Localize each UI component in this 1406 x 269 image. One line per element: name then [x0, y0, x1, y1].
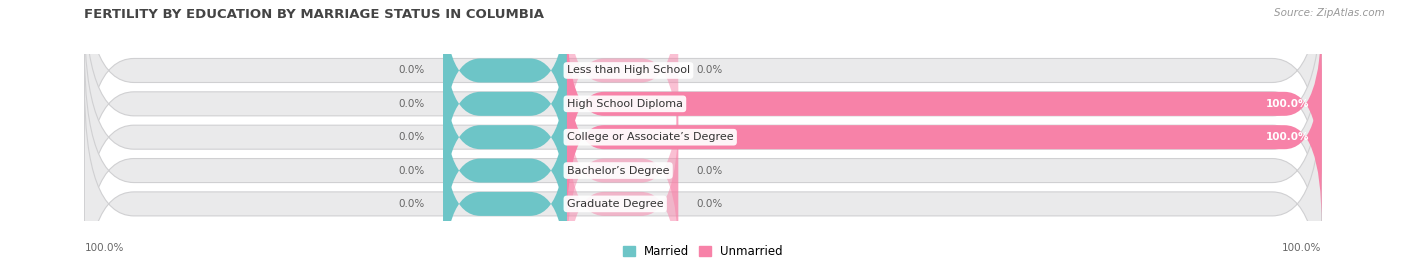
- FancyBboxPatch shape: [84, 83, 1322, 269]
- Text: 0.0%: 0.0%: [398, 199, 425, 209]
- FancyBboxPatch shape: [443, 16, 567, 192]
- FancyBboxPatch shape: [567, 49, 1322, 225]
- Text: College or Associate’s Degree: College or Associate’s Degree: [567, 132, 734, 142]
- Text: 100.0%: 100.0%: [1265, 132, 1309, 142]
- FancyBboxPatch shape: [443, 49, 567, 225]
- FancyBboxPatch shape: [567, 0, 678, 158]
- Legend: Married, Unmarried: Married, Unmarried: [619, 241, 787, 263]
- Text: 100.0%: 100.0%: [1265, 99, 1309, 109]
- FancyBboxPatch shape: [84, 16, 1322, 259]
- Text: 100.0%: 100.0%: [1282, 243, 1322, 253]
- FancyBboxPatch shape: [84, 49, 1322, 269]
- FancyBboxPatch shape: [443, 0, 567, 158]
- Text: 100.0%: 100.0%: [84, 243, 124, 253]
- Text: Graduate Degree: Graduate Degree: [567, 199, 664, 209]
- Text: Bachelor’s Degree: Bachelor’s Degree: [567, 165, 669, 176]
- FancyBboxPatch shape: [443, 83, 567, 259]
- Text: 0.0%: 0.0%: [398, 99, 425, 109]
- Text: FERTILITY BY EDUCATION BY MARRIAGE STATUS IN COLUMBIA: FERTILITY BY EDUCATION BY MARRIAGE STATU…: [84, 8, 544, 21]
- Text: 0.0%: 0.0%: [697, 165, 723, 176]
- Text: 0.0%: 0.0%: [398, 132, 425, 142]
- Text: 0.0%: 0.0%: [697, 199, 723, 209]
- FancyBboxPatch shape: [84, 0, 1322, 192]
- FancyBboxPatch shape: [443, 116, 567, 269]
- Text: 0.0%: 0.0%: [398, 165, 425, 176]
- FancyBboxPatch shape: [567, 83, 678, 259]
- Text: 0.0%: 0.0%: [697, 65, 723, 76]
- Text: High School Diploma: High School Diploma: [567, 99, 683, 109]
- Text: 0.0%: 0.0%: [398, 65, 425, 76]
- Text: Less than High School: Less than High School: [567, 65, 690, 76]
- FancyBboxPatch shape: [84, 0, 1322, 225]
- FancyBboxPatch shape: [567, 16, 1322, 192]
- FancyBboxPatch shape: [567, 116, 678, 269]
- Text: Source: ZipAtlas.com: Source: ZipAtlas.com: [1274, 8, 1385, 18]
